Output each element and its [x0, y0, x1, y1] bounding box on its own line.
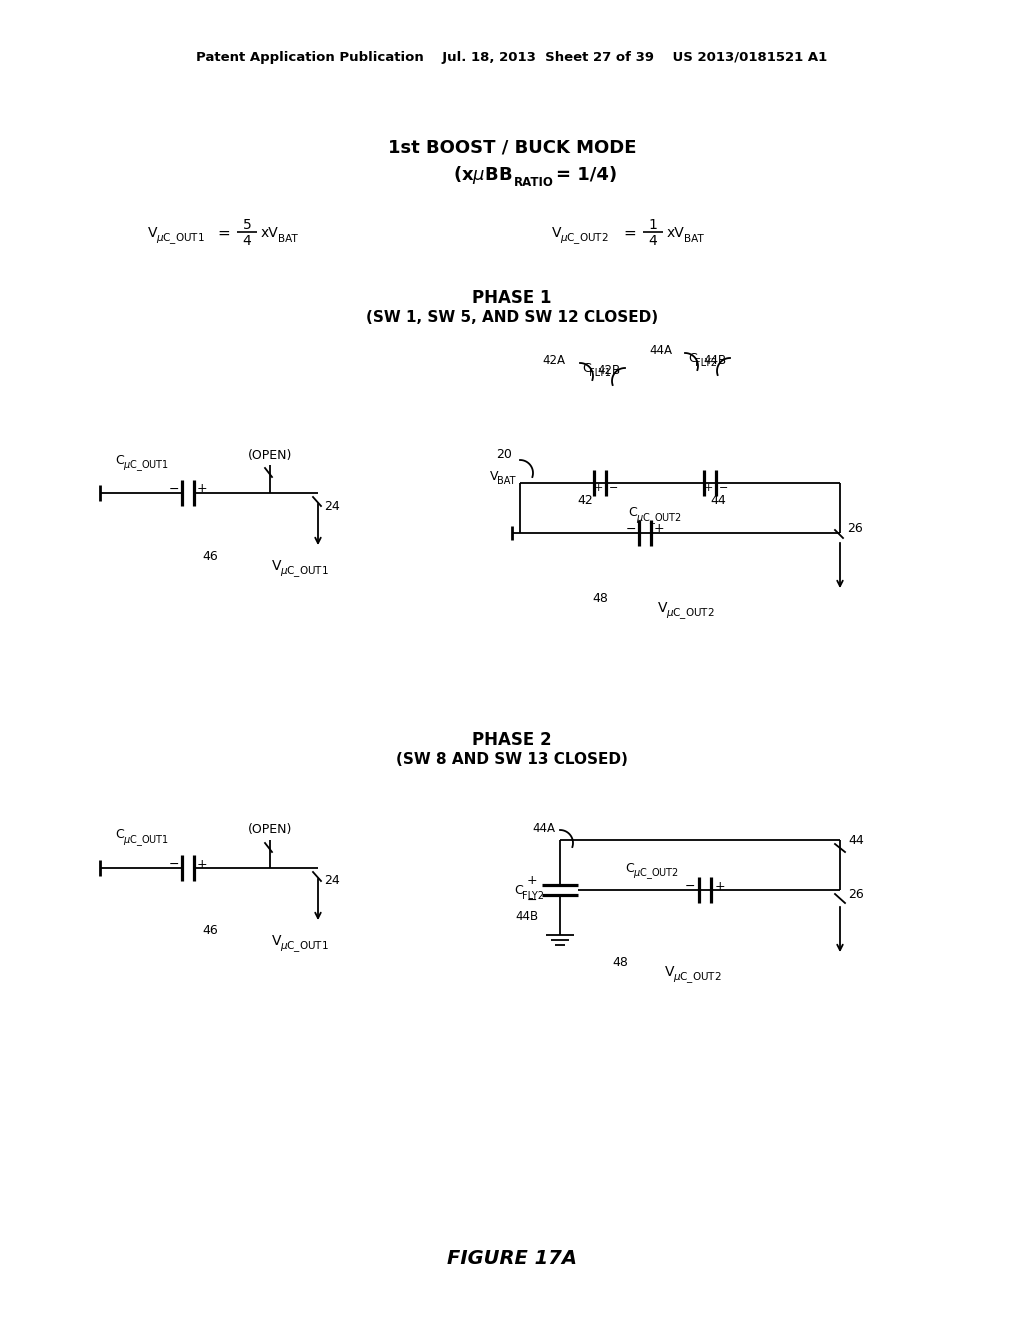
Text: $\mu$C_OUT1: $\mu$C_OUT1	[123, 834, 169, 849]
Text: 24: 24	[324, 874, 340, 887]
Text: V: V	[665, 965, 675, 979]
Text: 48: 48	[612, 956, 628, 969]
Text: 24: 24	[324, 499, 340, 512]
Text: $\mu$C_OUT2: $\mu$C_OUT2	[673, 970, 722, 986]
Text: BAT: BAT	[278, 234, 298, 244]
Text: 44: 44	[710, 494, 726, 507]
Text: +: +	[703, 483, 713, 492]
Text: (SW 8 AND SW 13 CLOSED): (SW 8 AND SW 13 CLOSED)	[396, 752, 628, 767]
Text: $\mu$C_OUT1: $\mu$C_OUT1	[280, 565, 329, 579]
Text: C: C	[514, 883, 522, 896]
Text: +: +	[197, 858, 207, 870]
Text: 26: 26	[848, 888, 864, 902]
Text: V: V	[148, 226, 158, 240]
Text: +: +	[715, 879, 725, 892]
Text: PHASE 1: PHASE 1	[472, 289, 552, 308]
Text: xV: xV	[261, 226, 279, 240]
Text: −: −	[626, 523, 636, 536]
Text: $\mu$C_OUT1: $\mu$C_OUT1	[280, 940, 329, 954]
Text: (OPEN): (OPEN)	[248, 449, 292, 462]
Text: 46: 46	[202, 924, 218, 937]
Text: V: V	[658, 601, 668, 615]
Text: 1st BOOST / BUCK MODE: 1st BOOST / BUCK MODE	[388, 139, 636, 157]
Text: 48: 48	[592, 591, 608, 605]
Text: RATIO: RATIO	[514, 176, 554, 189]
Text: C: C	[628, 507, 637, 520]
Text: FIGURE 17A: FIGURE 17A	[447, 1249, 577, 1267]
Text: 44A: 44A	[649, 343, 672, 356]
Text: −: −	[526, 894, 538, 907]
Text: C: C	[688, 351, 696, 364]
Text: C: C	[115, 454, 124, 466]
Text: $\mu$C_OUT2: $\mu$C_OUT2	[633, 867, 679, 882]
Text: C: C	[625, 862, 634, 874]
Text: −: −	[685, 879, 695, 892]
Text: 5: 5	[243, 218, 251, 232]
Text: C: C	[582, 362, 591, 375]
Text: −: −	[609, 483, 618, 492]
Text: V: V	[552, 226, 561, 240]
Text: $\mu$C_OUT1: $\mu$C_OUT1	[123, 458, 169, 474]
Text: $\mu$C_OUT2: $\mu$C_OUT2	[560, 231, 608, 247]
Text: −: −	[169, 858, 179, 870]
Text: PHASE 2: PHASE 2	[472, 731, 552, 748]
Text: $\mu$C_OUT2: $\mu$C_OUT2	[666, 607, 715, 622]
Text: =: =	[218, 226, 230, 240]
Text: −: −	[719, 483, 729, 492]
Text: BAT: BAT	[497, 477, 515, 486]
Text: C: C	[115, 829, 124, 842]
Text: V: V	[272, 558, 282, 573]
Text: 4: 4	[243, 234, 251, 248]
Text: $\mu$C_OUT2: $\mu$C_OUT2	[636, 512, 682, 527]
Text: +: +	[197, 483, 207, 495]
Text: FLY1: FLY1	[589, 368, 611, 378]
Text: (OPEN): (OPEN)	[248, 824, 292, 837]
Text: 44: 44	[848, 833, 864, 846]
Text: −: −	[169, 483, 179, 495]
Text: +: +	[526, 874, 538, 887]
Text: 46: 46	[202, 549, 218, 562]
Text: xV: xV	[667, 226, 685, 240]
Text: 44B: 44B	[516, 911, 539, 924]
Text: +: +	[593, 483, 603, 492]
Text: = 1/4): = 1/4)	[556, 166, 617, 183]
Text: 4: 4	[648, 234, 657, 248]
Text: V: V	[272, 935, 282, 948]
Text: 42B: 42B	[598, 363, 621, 376]
Text: V: V	[490, 470, 499, 483]
Text: 42: 42	[578, 494, 593, 507]
Text: +: +	[653, 523, 665, 536]
Text: (SW 1, SW 5, AND SW 12 CLOSED): (SW 1, SW 5, AND SW 12 CLOSED)	[366, 310, 658, 326]
Text: $\mu$C_OUT1: $\mu$C_OUT1	[156, 231, 205, 247]
Text: =: =	[624, 226, 636, 240]
Text: 20: 20	[496, 449, 512, 462]
Text: 44B: 44B	[702, 354, 726, 367]
Text: FLY2: FLY2	[695, 358, 717, 368]
Text: 44A: 44A	[532, 821, 555, 834]
Text: 26: 26	[847, 521, 863, 535]
Text: FLY2: FLY2	[522, 891, 544, 902]
Text: 42A: 42A	[542, 354, 565, 367]
Text: Patent Application Publication    Jul. 18, 2013  Sheet 27 of 39    US 2013/01815: Patent Application Publication Jul. 18, …	[197, 50, 827, 63]
Text: 1: 1	[648, 218, 657, 232]
Text: (x$\mu$BB: (x$\mu$BB	[453, 164, 512, 186]
Text: BAT: BAT	[684, 234, 703, 244]
